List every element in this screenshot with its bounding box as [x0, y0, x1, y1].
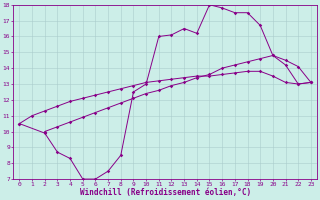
X-axis label: Windchill (Refroidissement éolien,°C): Windchill (Refroidissement éolien,°C) [80, 188, 251, 197]
